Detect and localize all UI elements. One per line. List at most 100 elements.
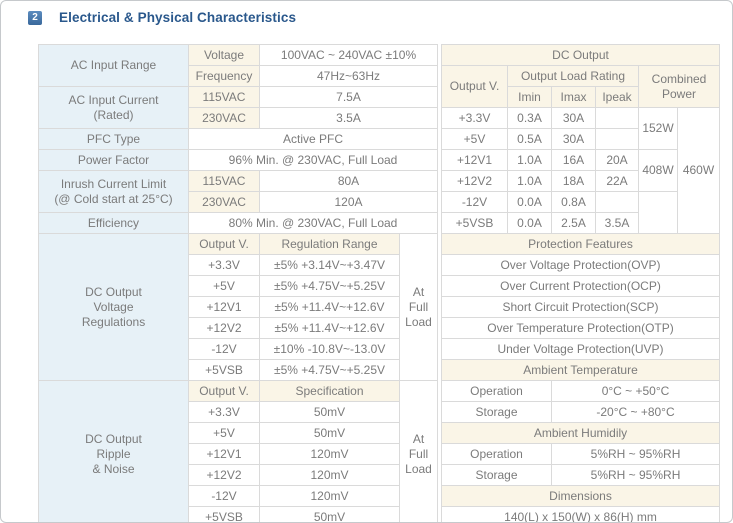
table-row: Ambient Temperature xyxy=(440,359,721,381)
ipeak-cell: 22A xyxy=(595,170,639,192)
regulation-range-cell: ±5% +4.75V~+5.25V xyxy=(259,359,400,381)
regulation-range-cell: ±5% +3.14V~+3.47V xyxy=(259,254,400,276)
protection-item: Under Voltage Protection(UVP) xyxy=(440,338,721,360)
115vac-sublabel: 115VAC xyxy=(188,170,260,192)
combined-power-total-cell: 460W xyxy=(676,107,721,234)
table-row: DC Output Ripple & Noise Output V. Speci… xyxy=(38,380,439,522)
imin-cell: 0.5A xyxy=(507,128,552,150)
storage-humidity-value: 5%RH ~ 95%RH xyxy=(550,464,721,486)
inrush-230vac-value: 120A xyxy=(258,191,439,213)
protection-features-header: Protection Features xyxy=(440,233,721,255)
table-row: +12V1 120mV xyxy=(39,443,438,465)
ripple-spec-cell: 50mV xyxy=(259,401,400,423)
table-row: Under Voltage Protection(UVP) xyxy=(440,338,721,360)
table-row: Over Voltage Protection(OVP) xyxy=(440,254,721,276)
rail-name-cell: +12V2 xyxy=(441,170,508,192)
pfc-type-value: Active PFC xyxy=(187,128,439,150)
table-row: +12V1 1.0A 16A 20A 408W xyxy=(441,149,720,192)
table-row: +5V 50mV xyxy=(39,422,438,444)
table-row: Dimensions xyxy=(440,485,721,507)
output-v-column-header: Output V. xyxy=(188,233,260,255)
ripple-spec-cell: 50mV xyxy=(259,422,400,444)
dimensions-header: Dimensions xyxy=(440,485,721,507)
table-row: Over Temperature Protection(OTP) xyxy=(440,317,721,339)
ambient-temperature-header: Ambient Temperature xyxy=(440,359,721,381)
table-row: AC Input Range Voltage 100VAC ~ 240VAC ±… xyxy=(38,44,439,87)
regulation-range-cell: ±5% +11.4V~+12.6V xyxy=(259,317,400,339)
dc-output-header: DC Output xyxy=(440,44,721,66)
table-row: +5VSB ±5% +4.75V~+5.25V xyxy=(39,359,438,381)
rail-name-cell: +5VSB xyxy=(188,506,260,522)
output-v-column-header: Output V. xyxy=(188,380,260,402)
ipeak-cell xyxy=(595,191,639,213)
efficiency-value: 80% Min. @ 230VAC, Full Load xyxy=(187,212,439,234)
imax-cell: 18A xyxy=(551,170,596,192)
table-row: +5V 0.5A 30A xyxy=(441,128,720,150)
ripple-spec-cell: 120mV xyxy=(259,485,400,507)
ripple-spec-cell: 120mV xyxy=(259,443,400,465)
imax-cell: 30A xyxy=(551,107,596,129)
rail-name-cell: +5V xyxy=(188,275,260,297)
rail-name-cell: -12V xyxy=(188,338,260,360)
table-row: PFC Type Active PFC xyxy=(38,128,439,150)
imax-cell: 16A xyxy=(551,149,596,171)
protection-item: Over Temperature Protection(OTP) xyxy=(440,317,721,339)
section-header: 2 Electrical & Physical Characteristics xyxy=(28,10,296,25)
dimensions-value: 140(L) x 150(W) x 86(H) mm xyxy=(440,506,721,522)
frequency-value: 47Hz~63Hz xyxy=(258,65,439,87)
ipeak-cell xyxy=(595,128,639,150)
rail-name-cell: +5V xyxy=(188,422,260,444)
imax-column-header: Imax xyxy=(551,86,596,108)
combined-power-blank-cell xyxy=(638,191,678,234)
table-row: Storage -20°C ~ +80°C xyxy=(441,401,721,423)
combined-power-408w-cell: 408W xyxy=(638,149,678,192)
ipeak-cell: 3.5A xyxy=(595,212,639,234)
rail-name-cell: +3.3V xyxy=(188,254,260,276)
imin-cell: 0.3A xyxy=(507,107,552,129)
rail-name-cell: +12V1 xyxy=(188,296,260,318)
section-number-badge: 2 xyxy=(28,10,42,25)
table-row: Efficiency 80% Min. @ 230VAC, Full Load xyxy=(38,212,439,234)
specification-column-header: Specification xyxy=(259,380,400,402)
table-row: Over Current Protection(OCP) xyxy=(440,275,721,297)
page-title: Electrical & Physical Characteristics xyxy=(59,10,297,25)
inrush-115vac-value: 80A xyxy=(258,170,439,192)
output-load-rating-header: Output Load Rating xyxy=(507,65,639,87)
table-row: Storage 5%RH ~ 95%RH xyxy=(441,464,721,486)
rail-name-cell: +3.3V xyxy=(441,107,508,129)
table-row: Protection Features xyxy=(440,233,721,255)
table-row: +5VSB 50mV xyxy=(39,506,438,522)
imin-cell: 0.0A xyxy=(507,191,552,213)
ac-input-range-label: AC Input Range xyxy=(38,44,189,87)
protection-item: Short Circuit Protection(SCP) xyxy=(440,296,721,318)
operation-humidity-value: 5%RH ~ 95%RH xyxy=(550,443,721,465)
table-row: +3.3V 50mV xyxy=(39,401,438,423)
table-row: +3.3V 0.3A 30A 152W 460W xyxy=(441,107,721,234)
imax-cell: 0.8A xyxy=(551,191,596,213)
rail-name-cell: +3.3V xyxy=(188,401,260,423)
operation-label: Operation xyxy=(441,380,552,402)
regulation-range-cell: ±10% -10.8V~-13.0V xyxy=(259,338,400,360)
ipeak-cell: 20A xyxy=(595,149,639,171)
ambient-humidity-header: Ambient Humidily xyxy=(440,422,721,444)
rail-name-cell: +12V2 xyxy=(188,464,260,486)
table-row: Output V. Output Load Rating Combined Po… xyxy=(441,65,721,108)
imin-cell: 1.0A xyxy=(507,149,552,171)
table-row: Frequency 47Hz~63Hz xyxy=(39,65,439,87)
storage-label: Storage xyxy=(441,464,552,486)
table-row: DC Output Voltage Regulations Output V. … xyxy=(38,233,439,381)
ipeak-column-header: Ipeak xyxy=(595,86,639,108)
table-row: +12V2 1.0A 18A 22A xyxy=(441,170,720,192)
230vac-sublabel: 230VAC xyxy=(188,107,260,129)
table-row: +3.3V ±5% +3.14V~+3.47V xyxy=(39,254,438,276)
pfc-type-label: PFC Type xyxy=(38,128,189,150)
output-v-column-header: Output V. xyxy=(441,65,508,108)
imin-column-header: Imin xyxy=(507,86,552,108)
115vac-current-value: 7.5A xyxy=(258,86,439,108)
storage-label: Storage xyxy=(441,401,552,423)
table-row: +5V ±5% +4.75V~+5.25V xyxy=(39,275,438,297)
table-row: AC Input Current (Rated) 115VAC 7.5A xyxy=(38,86,439,129)
table-row: Inrush Current Limit (@ Cold start at 25… xyxy=(38,170,439,213)
combined-power-152w-cell: 152W xyxy=(638,107,678,150)
